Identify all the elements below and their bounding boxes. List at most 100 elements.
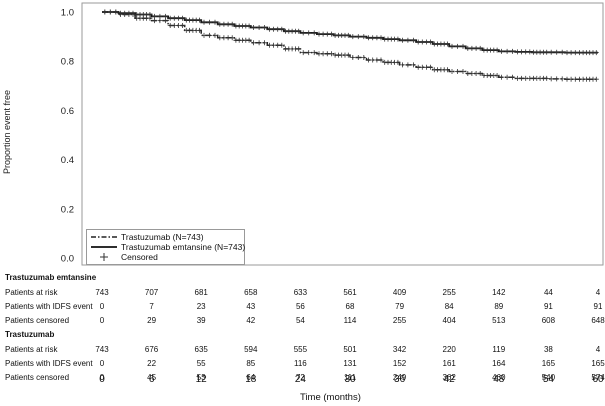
risk-table-cell: 676 — [144, 345, 159, 354]
censor-mark — [544, 75, 550, 81]
risk-table-cell: 7 — [149, 302, 154, 311]
censor-mark — [279, 42, 285, 48]
risk-table-cell: 513 — [492, 316, 506, 325]
censor-mark — [157, 18, 163, 24]
censor-mark — [519, 49, 524, 55]
risk-table-cell: 165 — [541, 359, 556, 368]
censor-mark — [113, 9, 119, 15]
censor-mark — [212, 32, 218, 38]
censor-mark — [593, 76, 599, 82]
censor-mark — [229, 35, 235, 41]
censor-mark — [262, 25, 268, 30]
risk-table-cell: 111 — [343, 373, 357, 382]
risk-table-cell: 45 — [147, 373, 157, 382]
censor-mark — [399, 62, 405, 68]
censor-mark — [370, 35, 376, 41]
y-tick-label: 0.2 — [61, 204, 74, 215]
censor-mark — [469, 71, 475, 76]
censor-mark — [221, 21, 227, 27]
risk-table-cell: 55 — [196, 359, 206, 368]
risk-table-cell: 555 — [293, 345, 308, 354]
censor-mark — [207, 32, 212, 38]
censor-mark — [460, 69, 466, 74]
risk-table-cell: 39 — [196, 316, 206, 325]
risk-table-row-label: Patients with IDFS event — [5, 302, 93, 311]
risk-table-row-label: Patients censored — [5, 316, 70, 325]
censor-mark — [197, 27, 202, 33]
censor-mark — [122, 10, 128, 16]
censor-mark — [499, 74, 505, 80]
censor-mark — [300, 30, 306, 36]
censor-mark — [279, 26, 285, 32]
y-tick-label: 0.0 — [61, 254, 74, 265]
censor-mark — [162, 13, 168, 19]
risk-table-group-title: Trastuzumab emtansine — [5, 273, 97, 282]
risk-table-row-label: Patients censored — [5, 373, 70, 382]
x-tick-label: 30 — [344, 374, 356, 385]
censor-mark — [504, 48, 510, 54]
censor-mark — [494, 47, 500, 53]
censor-mark — [180, 23, 186, 28]
risk-table-cell: 43 — [246, 302, 256, 311]
censor-mark — [548, 49, 554, 55]
censor-mark — [554, 76, 560, 82]
risk-table-cell: 79 — [395, 302, 405, 311]
risk-table-cell: 633 — [293, 288, 308, 297]
risk-table-cell: 594 — [244, 345, 258, 354]
censor-mark — [477, 71, 483, 76]
censor-mark — [554, 49, 560, 55]
risk-table-cell: 23 — [196, 302, 206, 311]
censor-mark — [455, 43, 460, 49]
risk-table-cell: 574 — [591, 373, 605, 382]
risk-table-cell: 42 — [246, 316, 256, 325]
risk-table-row-label: Patients with IDFS event — [5, 359, 93, 368]
censor-mark — [355, 34, 361, 40]
risk-table-cell: 540 — [541, 373, 556, 382]
censor-mark — [229, 21, 235, 27]
x-tick-label: 12 — [195, 374, 207, 385]
censor-mark — [171, 15, 177, 21]
risk-table-cell: 54 — [295, 316, 305, 325]
x-tick-label: 18 — [245, 374, 257, 385]
censor-mark — [455, 69, 460, 74]
censor-mark — [477, 45, 483, 51]
x-axis-label: Time (months) — [300, 392, 361, 403]
risk-table-cell: 255 — [442, 288, 456, 297]
censor-mark — [157, 13, 163, 19]
risk-table-cell: 362 — [442, 373, 456, 382]
risk-table-cell: 22 — [147, 359, 157, 368]
risk-table-cell: 0 — [99, 359, 105, 368]
risk-table-cell: 38 — [543, 345, 553, 354]
risk-table-cell: 29 — [147, 316, 157, 325]
legend-plus-icon — [100, 253, 108, 261]
censor-mark — [201, 19, 207, 25]
censor-mark — [361, 55, 367, 60]
censor-mark — [469, 45, 475, 51]
legend-label: Censored — [121, 252, 158, 262]
y-tick-label: 1.0 — [61, 8, 74, 19]
x-tick-label: 6 — [148, 374, 155, 385]
risk-table-cell: 53 — [196, 373, 206, 382]
censor-mark — [395, 36, 401, 42]
censor-mark — [449, 43, 455, 49]
risk-table-cell: 409 — [392, 288, 407, 297]
censor-mark — [548, 76, 554, 82]
y-tick-label: 0.4 — [61, 155, 74, 166]
risk-table-cell: 249 — [392, 373, 407, 382]
censor-mark — [519, 75, 524, 81]
censor-mark — [395, 59, 401, 65]
censor-mark — [410, 62, 416, 68]
risk-table-row-label: Patients at risk — [5, 288, 58, 297]
legend-dash-dot-line-icon — [91, 236, 117, 238]
censor-mark — [320, 51, 326, 57]
censor-mark — [428, 39, 434, 45]
censor-mark — [428, 64, 434, 70]
x-tick-label: 54 — [542, 374, 554, 385]
censor-mark — [256, 40, 262, 46]
censor-mark — [419, 64, 425, 70]
risk-table-cell: 0 — [99, 302, 105, 311]
curve-trastuzumab — [102, 11, 598, 80]
legend-solid-line-icon — [91, 246, 117, 248]
risk-table-cell: 4 — [595, 345, 601, 354]
